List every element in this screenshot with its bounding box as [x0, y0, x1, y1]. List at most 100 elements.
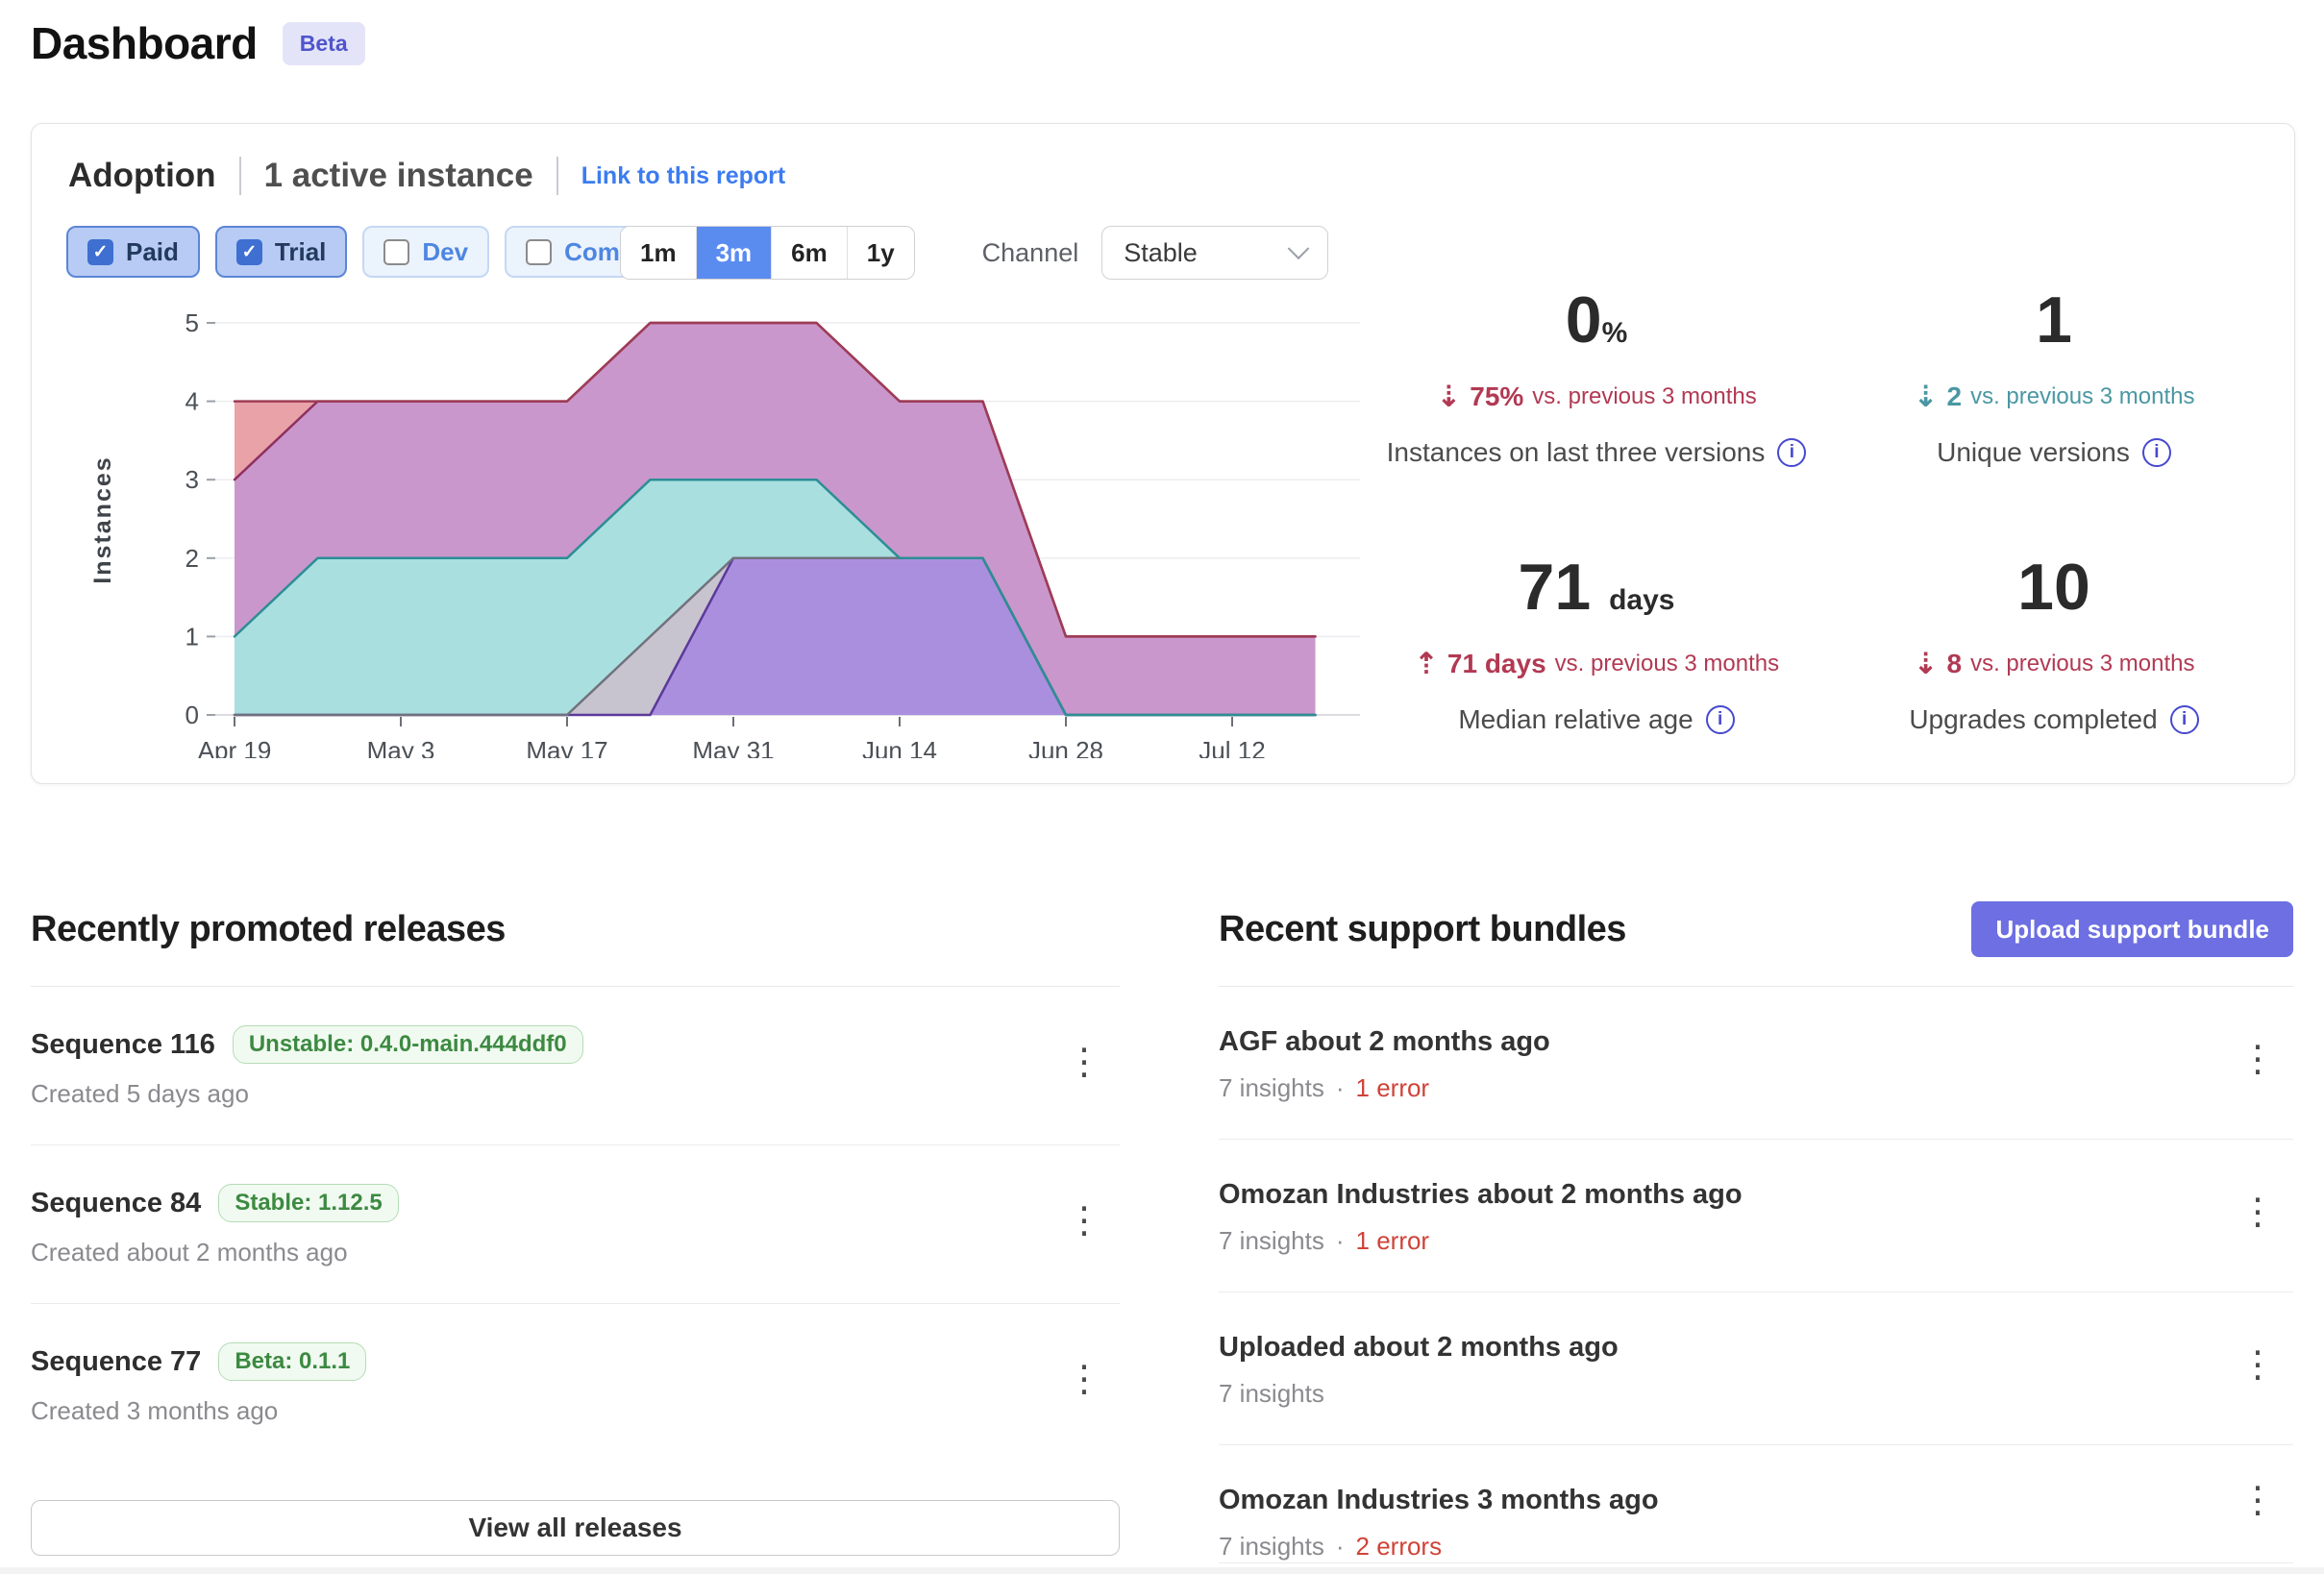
release-row[interactable]: Sequence 84 Stable: 1.12.5 Created about… [31, 1145, 1120, 1304]
adoption-card-header: Adoption 1 active instance Link to this … [68, 157, 785, 195]
stat-value: 1 [2036, 283, 2072, 357]
release-channel-badge: Stable: 1.12.5 [218, 1184, 399, 1222]
bundle-title: Omozan Industries 3 months ago [1219, 1485, 1659, 1515]
trend-arrow-icon: ⇣ [1913, 647, 1939, 681]
channel-select[interactable]: Stable [1101, 226, 1329, 280]
stat-value: 0% [1565, 283, 1628, 357]
support-bundle-row[interactable]: Uploaded about 2 months ago 7 insights ⋮ [1219, 1292, 2293, 1445]
support-bundle-row[interactable]: AGF about 2 months ago 7 insights · 1 er… [1219, 987, 2293, 1140]
bundle-insights: 7 insights [1219, 1073, 1324, 1102]
filter-trial[interactable]: ✓ Trial [214, 226, 348, 278]
release-channel-badge: Unstable: 0.4.0-main.444ddf0 [232, 1025, 583, 1064]
svg-text:0: 0 [185, 701, 199, 729]
release-title: Sequence 116 [31, 1029, 215, 1060]
view-all-releases-button[interactable]: View all releases [31, 1500, 1120, 1556]
channel-selected-value: Stable [1124, 237, 1198, 267]
stat-change: ⇡ 71 days vs. previous 3 months [1413, 647, 1780, 681]
stat-label: Instances on last three versions i [1368, 437, 1825, 468]
range-1y-button[interactable]: 1y [846, 227, 914, 279]
stat-unit: % [1601, 317, 1628, 349]
stat-change: ⇣ 75% vs. previous 3 months [1436, 380, 1757, 414]
bundle-errors: 1 error [1355, 1073, 1430, 1102]
bundle-errors: 2 errors [1355, 1532, 1443, 1561]
divider [1219, 986, 2293, 987]
trend-arrow-icon: ⇣ [1913, 380, 1939, 414]
trend-arrow-icon: ⇣ [1436, 380, 1462, 414]
adoption-title: Adoption [68, 157, 216, 194]
stat-card: 0% ⇣ 75% vs. previous 3 months Instances… [1368, 285, 1825, 468]
release-row[interactable]: Sequence 116 Unstable: 0.4.0-main.444ddf… [31, 987, 1120, 1145]
bundle-insights: 7 insights [1219, 1532, 1324, 1561]
trend-arrow-icon: ⇡ [1413, 647, 1439, 681]
kebab-menu-icon[interactable]: ⋮ [2239, 1190, 2276, 1233]
svg-text:May 3: May 3 [367, 736, 435, 758]
svg-text:Jul 12: Jul 12 [1199, 736, 1265, 758]
stat-label: Unique versions i [1825, 437, 2283, 468]
stat-value: 71 days [1518, 551, 1675, 624]
release-created: Created about 2 months ago [31, 1238, 348, 1267]
stat-card: 10 ⇣ 8 vs. previous 3 months Upgrades co… [1825, 553, 2283, 735]
range-6m-button[interactable]: 6m [771, 227, 847, 279]
checkbox-unchecked-icon [526, 238, 553, 265]
support-bundles-section: Recent support bundles Upload support bu… [1219, 901, 2293, 1563]
release-title: Sequence 84 [31, 1188, 202, 1218]
support-bundle-row[interactable]: Omozan Industries about 2 months ago 7 i… [1219, 1140, 2293, 1292]
bundle-errors: 1 error [1355, 1226, 1430, 1255]
filter-dev[interactable]: Dev [362, 226, 490, 278]
support-bundle-row[interactable]: Omozan Industries 3 months ago 7 insight… [1219, 1445, 2293, 1563]
checkbox-checked-icon: ✓ [87, 238, 113, 265]
stat-value: 10 [2017, 551, 2090, 624]
stat-unit: days [1609, 584, 1675, 616]
bundle-title: Uploaded about 2 months ago [1219, 1332, 1619, 1363]
checkbox-checked-icon: ✓ [235, 238, 262, 265]
filter-label: Dev [422, 236, 469, 266]
release-created: Created 3 months ago [31, 1396, 279, 1425]
filter-label: Paid [126, 236, 179, 266]
divider [556, 157, 558, 195]
svg-text:Jun 14: Jun 14 [862, 736, 937, 758]
release-created: Created 5 days ago [31, 1079, 249, 1108]
bundle-insights: 7 insights [1219, 1379, 1324, 1408]
divider [31, 986, 1120, 987]
svg-text:5: 5 [185, 308, 199, 337]
kebab-menu-icon[interactable]: ⋮ [1066, 1040, 1102, 1083]
svg-text:May 31: May 31 [692, 736, 774, 758]
upload-support-bundle-button[interactable]: Upload support bundle [1971, 901, 2293, 957]
adoption-stats-grid: 0% ⇣ 75% vs. previous 3 months Instances… [1368, 285, 2283, 735]
info-icon[interactable]: i [2141, 438, 2171, 467]
adoption-chart-container: 0 1 2 3 4 5 Apr 19 May 3 May 17 May 31 Jun 14 Jun 2… [86, 307, 1364, 765]
stat-label: Median relative age i [1368, 704, 1825, 735]
active-instance-count: 1 active instance [263, 157, 533, 194]
filter-paid[interactable]: ✓ Paid [66, 226, 200, 278]
kebab-menu-icon[interactable]: ⋮ [2239, 1478, 2276, 1521]
kebab-menu-icon[interactable]: ⋮ [2239, 1342, 2276, 1386]
svg-text:Apr 19: Apr 19 [198, 736, 272, 758]
range-1m-button[interactable]: 1m [621, 227, 696, 279]
svg-text:3: 3 [185, 465, 199, 494]
release-title: Sequence 77 [31, 1346, 202, 1377]
release-row[interactable]: Sequence 77 Beta: 0.1.1 Created 3 months… [31, 1304, 1120, 1462]
adoption-chart: 0 1 2 3 4 5 Apr 19 May 3 May 17 May 31 Jun 14 Jun 2… [89, 308, 1360, 765]
time-range-segmented-control: 1m 3m 6m 1y [620, 226, 915, 280]
dot-separator: · [1335, 1226, 1345, 1255]
stat-card: 1 ⇣ 2 vs. previous 3 months Unique versi… [1825, 285, 2283, 468]
page-background-strip [0, 1567, 2324, 1574]
link-to-report[interactable]: Link to this report [581, 161, 786, 189]
stat-card: 71 days ⇡ 71 days vs. previous 3 months … [1368, 553, 1825, 735]
svg-text:4: 4 [185, 387, 199, 416]
kebab-menu-icon[interactable]: ⋮ [1066, 1357, 1102, 1400]
info-icon[interactable]: i [2169, 705, 2199, 734]
svg-text:2: 2 [185, 544, 199, 573]
chevron-down-icon [1287, 237, 1310, 260]
bundle-insights: 7 insights [1219, 1226, 1324, 1255]
kebab-menu-icon[interactable]: ⋮ [2239, 1037, 2276, 1080]
kebab-menu-icon[interactable]: ⋮ [1066, 1198, 1102, 1242]
info-icon[interactable]: i [1705, 705, 1735, 734]
range-3m-button[interactable]: 3m [695, 227, 772, 279]
release-channel-badge: Beta: 0.1.1 [218, 1342, 367, 1381]
adoption-card: Adoption 1 active instance Link to this … [31, 123, 2295, 784]
info-icon[interactable]: i [1777, 438, 1807, 467]
divider [238, 157, 241, 195]
stat-change: ⇣ 8 vs. previous 3 months [1913, 647, 2195, 681]
chart-controls: 1m 3m 6m 1y Channel Stable [620, 226, 1329, 280]
